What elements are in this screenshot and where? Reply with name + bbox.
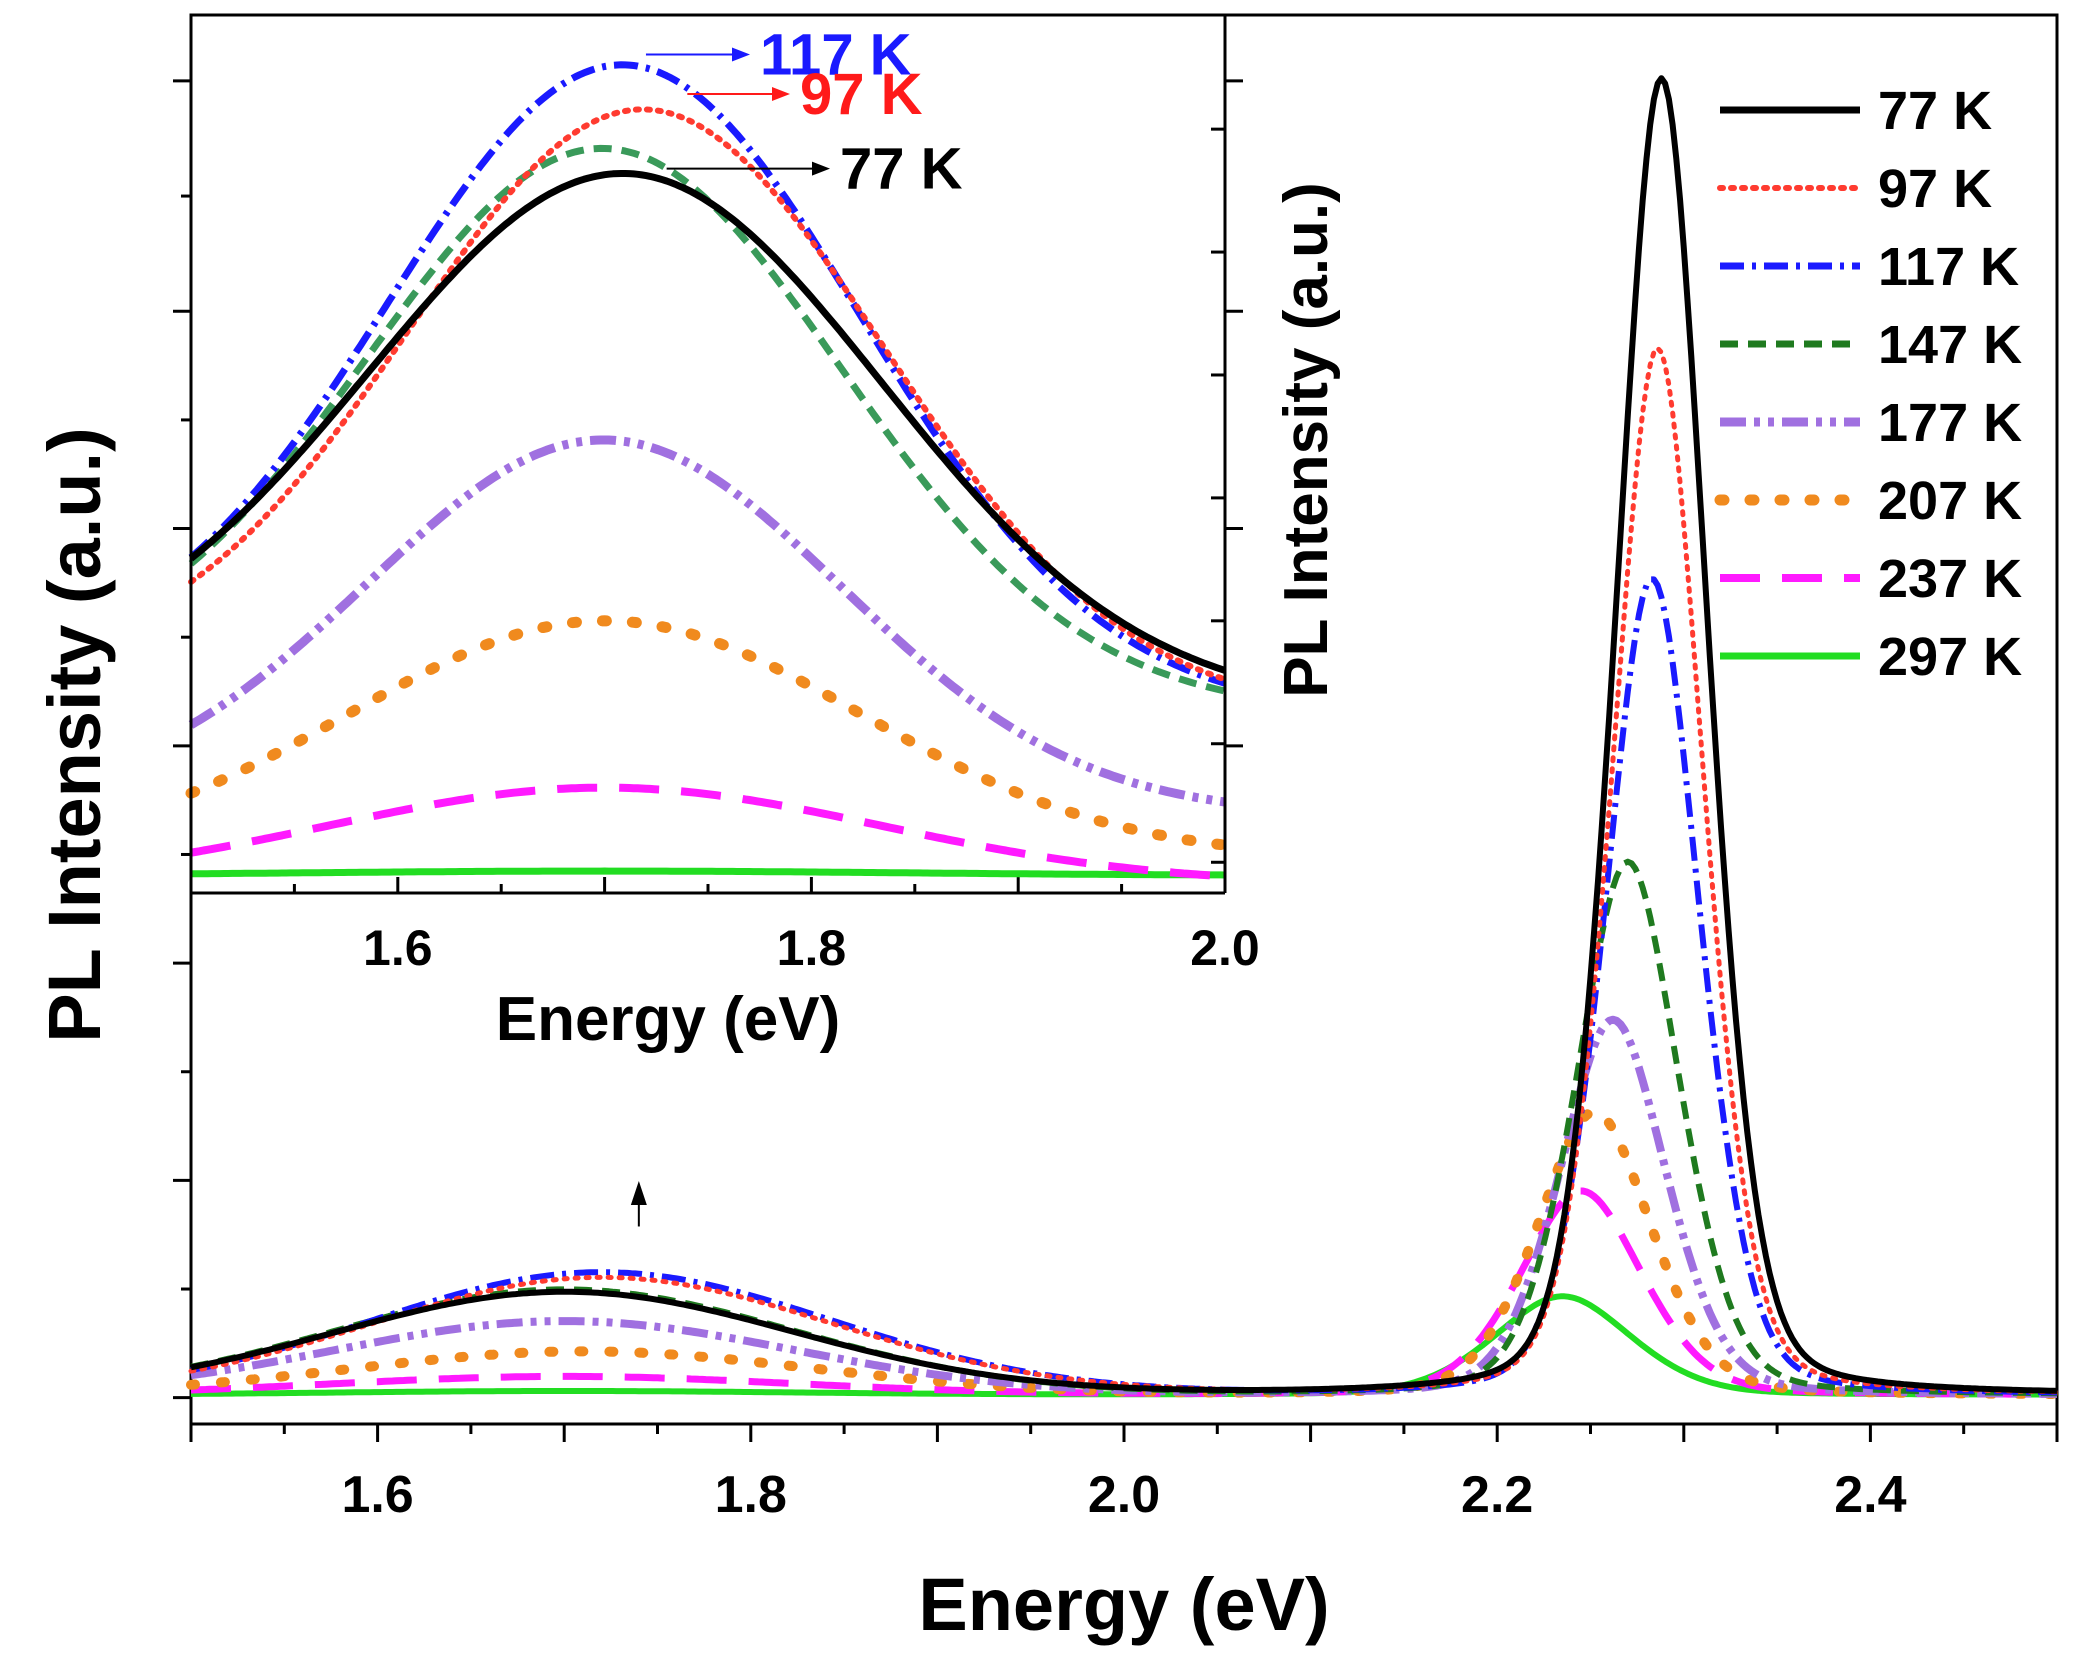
inset-y-ticks [1211,127,1225,864]
main-x-axis-title: Energy (eV) [918,1563,1329,1646]
inset-series-line-237k [190,783,1226,881]
inset-background [191,15,1225,893]
inset-series-line-177k [188,435,1226,807]
legend-label-147k: 147 K [1878,315,2022,375]
main-series-line-77k [190,75,2058,1394]
main-x-tick-label: 2.2 [1461,1466,1533,1524]
legend-label-297k: 297 K [1878,627,2022,687]
inset-annotation-arrowhead [772,87,790,102]
inset-x-axis-title: Energy (eV) [496,985,841,1054]
inset-annotation-arrowhead [812,161,830,176]
inset-annotation-label: 117 K [760,23,912,88]
inset-x-tick-label: 1.8 [777,920,847,976]
main-y-ticks [173,79,1243,1400]
main-y-axis-title: PL Intensity (a.u.) [33,427,116,1042]
inset-annotation-arrowhead [732,47,750,62]
inset-series-group [185,61,1231,881]
main-x-tick-label: 2.4 [1834,1466,1906,1524]
legend: 77 K 97 K 117 K 147 K 177 K 207 K 237 K 297 K [1714,81,2022,687]
legend-label-237k: 237 K [1878,549,2022,609]
legend-label-97k: 97 K [1878,159,1992,219]
inset-series-line-297k [191,867,1226,879]
inset-annotation-label: 97 K [800,62,923,127]
inset-series-line-117k [188,61,1227,687]
main-x-tick-label: 2.0 [1088,1466,1160,1524]
main-x-tick-label: 1.8 [715,1466,787,1524]
arrow-head [630,1180,647,1205]
legend-label-207k: 207 K [1878,471,2022,531]
main-series-line-97k [188,345,2060,1395]
inset-annotation-label: 77 K [840,137,963,202]
secondary-y-axis-title: PL Intensity (a.u.) [1272,182,1341,698]
inset-series-line-77k [188,170,1227,674]
peak-shift-arrow [630,1180,647,1227]
legend-label-77k: 77 K [1878,81,1992,141]
inset-x-ticks: 1.6 1.8 2.0 [189,877,1260,976]
inset-plot: 1.6 1.8 2.0 117 K97 K 77 K Energy (eV) [185,13,1260,1054]
main-x-ticks: 1.6 1.8 2.0 2.2 2.4 [189,1424,2059,1524]
inset-annotations: 117 K97 K 77 K [645,23,963,202]
inset-x-tick-label: 1.6 [363,920,433,976]
main-series-group [186,75,2062,1399]
inset-x-tick-label: 2.0 [1190,920,1260,976]
main-x-tick-label: 1.6 [341,1466,413,1524]
legend-label-177k: 177 K [1878,393,2022,453]
legend-label-117k: 117 K [1878,237,2019,297]
